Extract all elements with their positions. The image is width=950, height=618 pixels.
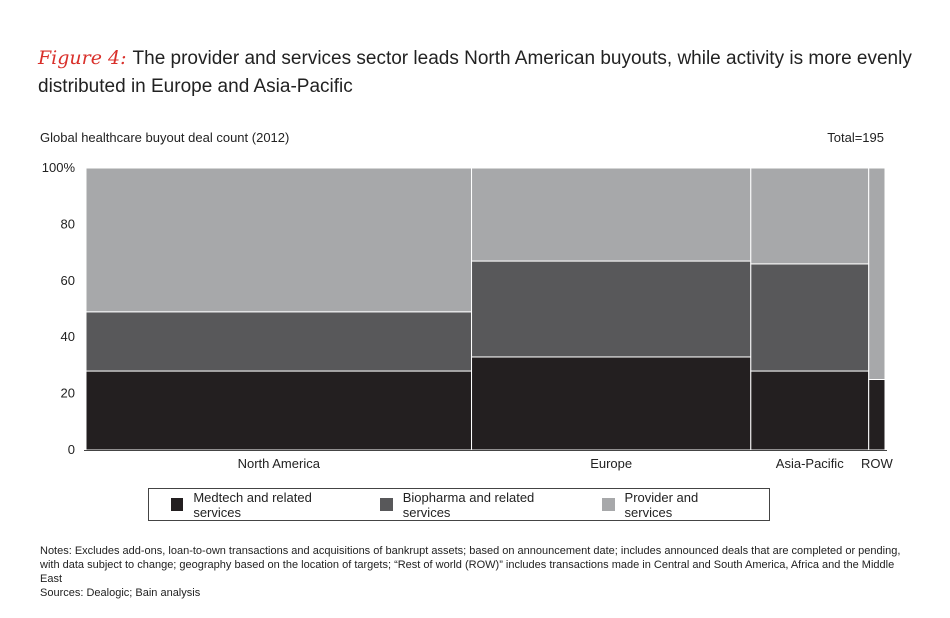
figure-label: Figure 4: [38, 47, 127, 69]
bar-segment-asia-pacific-1 [750, 263, 870, 372]
legend-swatch-provider [602, 498, 615, 511]
chart-title: Figure 4: The provider and services secto… [38, 44, 918, 101]
title-text: The provider and services sector leads N… [38, 48, 912, 97]
legend-swatch-medtech [171, 498, 184, 511]
x-tick-label-3: ROW [861, 456, 894, 471]
legend-label-medtech: Medtech and related services [193, 489, 312, 520]
legend-label-biopharma: Biopharma and related services [402, 489, 535, 520]
x-tick-label-1: Europe [590, 456, 632, 471]
bar-segment-asia-pacific-0 [750, 370, 870, 451]
bar-segment-north-america-1 [85, 311, 473, 372]
chart-legend: Medtech and related services Biopharma a… [148, 488, 770, 521]
bar-segment-asia-pacific-2 [750, 167, 870, 265]
y-tick-label-4: 80 [61, 216, 75, 231]
legend-swatch-biopharma [380, 498, 393, 511]
legend-item-biopharma: Biopharma and related services [380, 490, 576, 520]
y-tick-label-3: 60 [61, 273, 75, 288]
bar-segment-europe-2 [471, 167, 752, 262]
y-tick-label-0: 0 [68, 442, 75, 457]
legend-item-medtech: Medtech and related services [171, 490, 354, 520]
bar-segment-row-0 [868, 379, 886, 451]
y-tick-label-1: 20 [61, 386, 75, 401]
x-tick-label-0: North America [238, 456, 321, 471]
bar-segment-europe-1 [471, 260, 752, 358]
bar-segment-north-america-0 [85, 370, 473, 451]
chart-subtitle: Global healthcare buyout deal count (201… [40, 130, 290, 145]
bar-segment-europe-0 [471, 356, 752, 451]
chart-notes: Notes: Excludes add-ons, loan-to-own tra… [40, 544, 910, 600]
bar-segment-north-america-2 [85, 167, 473, 313]
total-count: Total=195 [827, 130, 884, 145]
notes-text: Notes: Excludes add-ons, loan-to-own tra… [40, 545, 901, 585]
x-tick-label-2: Asia-Pacific [776, 456, 844, 471]
y-tick-label-2: 40 [61, 329, 75, 344]
sources-text: Sources: Dealogic; Bain analysis [40, 587, 201, 599]
y-tick-label-5: 100% [42, 160, 76, 175]
legend-label-provider: Provider and services [624, 489, 699, 520]
marimekko-chart: North America Europe Asia-Pacific ROW 0 20 40 6… [42, 160, 894, 471]
legend-item-provider: Provider and services [602, 490, 743, 520]
bar-segment-row-2 [868, 167, 886, 380]
